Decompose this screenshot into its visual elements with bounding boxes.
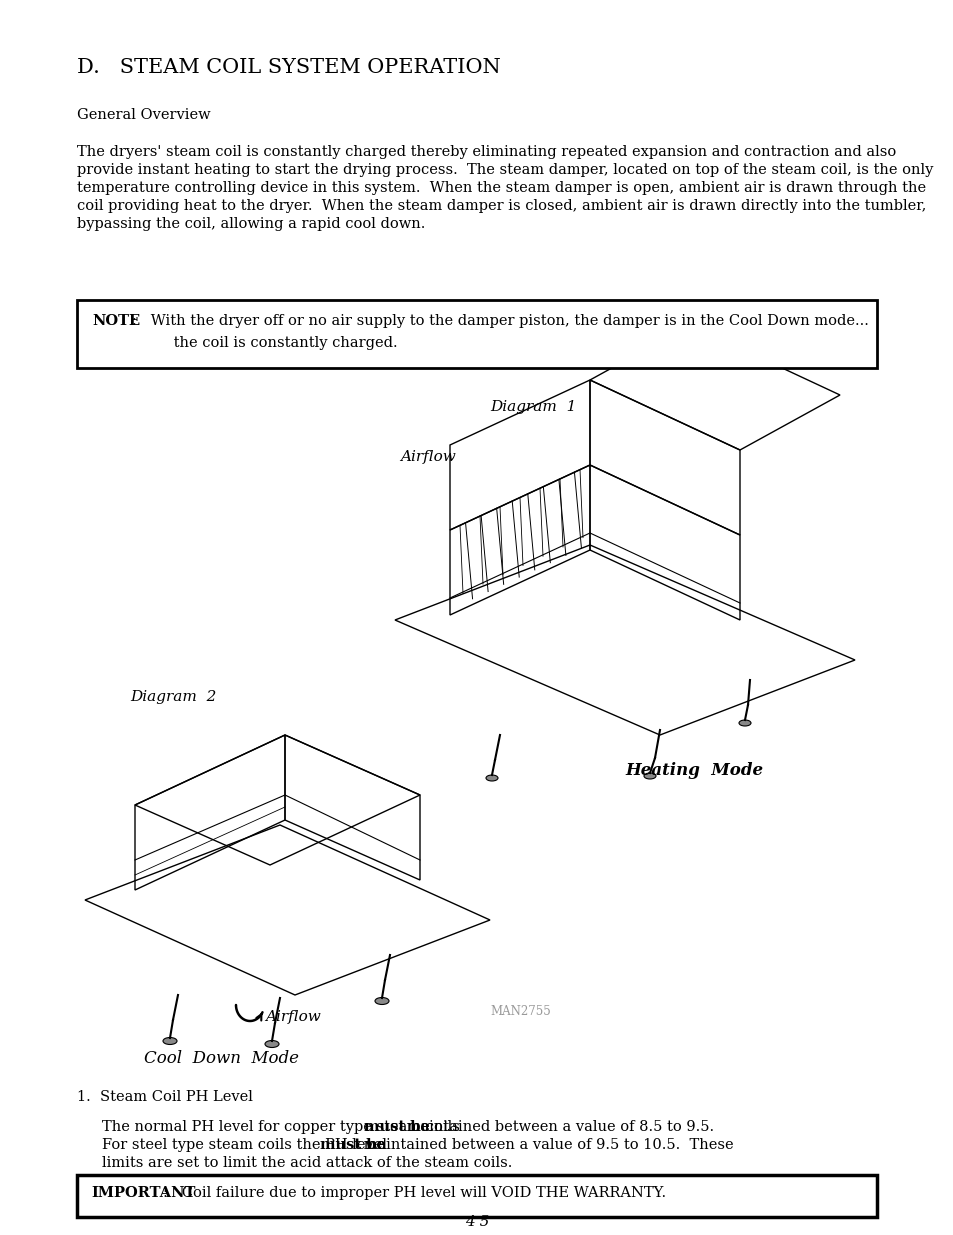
Text: maintained between a value of 9.5 to 10.5.  These: maintained between a value of 9.5 to 10.… — [358, 1137, 733, 1152]
Ellipse shape — [265, 1041, 278, 1047]
Ellipse shape — [643, 773, 656, 779]
Ellipse shape — [375, 998, 389, 1004]
Text: :   Coil failure due to improper PH level will VOID THE WARRANTY.: : Coil failure due to improper PH level … — [163, 1186, 665, 1200]
Text: :   With the dryer off or no air supply to the damper piston, the damper is in t: : With the dryer off or no air supply to… — [132, 314, 868, 329]
Text: limits are set to limit the acid attack of the steam coils.: limits are set to limit the acid attack … — [102, 1156, 512, 1170]
Text: provide instant heating to start the drying process.  The steam damper, located : provide instant heating to start the dry… — [77, 163, 932, 177]
Text: 4 5: 4 5 — [464, 1215, 489, 1229]
Text: Diagram  1: Diagram 1 — [490, 400, 576, 414]
FancyBboxPatch shape — [77, 300, 876, 368]
Text: maintained between a value of 8.5 to 9.5.: maintained between a value of 8.5 to 9.5… — [402, 1120, 714, 1134]
Text: Airflow: Airflow — [265, 1010, 320, 1024]
Text: temperature controlling device in this system.  When the steam damper is open, a: temperature controlling device in this s… — [77, 182, 925, 195]
Text: coil providing heat to the dryer.  When the steam damper is closed, ambient air : coil providing heat to the dryer. When t… — [77, 199, 925, 212]
Text: NOTE: NOTE — [91, 314, 140, 329]
Text: General Overview: General Overview — [77, 107, 211, 122]
Text: the coil is constantly charged.: the coil is constantly charged. — [132, 336, 397, 350]
Text: bypassing the coil, allowing a rapid cool down.: bypassing the coil, allowing a rapid coo… — [77, 217, 425, 231]
Text: 1.  Steam Coil PH Level: 1. Steam Coil PH Level — [77, 1091, 253, 1104]
Text: Cool  Down  Mode: Cool Down Mode — [144, 1050, 299, 1067]
Ellipse shape — [739, 720, 750, 726]
Text: must be: must be — [320, 1137, 386, 1152]
Text: The normal PH level for copper type steam coils: The normal PH level for copper type stea… — [102, 1120, 464, 1134]
Text: D.   STEAM COIL SYSTEM OPERATION: D. STEAM COIL SYSTEM OPERATION — [77, 58, 500, 77]
Text: Airflow: Airflow — [399, 450, 456, 464]
Text: Heating  Mode: Heating Mode — [624, 762, 762, 779]
Text: MAN2755: MAN2755 — [490, 1005, 550, 1018]
Ellipse shape — [485, 776, 497, 781]
Text: IMPORTANT: IMPORTANT — [91, 1186, 195, 1200]
Text: Diagram  2: Diagram 2 — [130, 690, 216, 704]
Ellipse shape — [163, 1037, 177, 1045]
Text: must be: must be — [364, 1120, 430, 1134]
Text: For steel type steam coils the PH level: For steel type steam coils the PH level — [102, 1137, 392, 1152]
FancyBboxPatch shape — [77, 1174, 876, 1216]
Text: The dryers' steam coil is constantly charged thereby eliminating repeated expans: The dryers' steam coil is constantly cha… — [77, 144, 895, 159]
